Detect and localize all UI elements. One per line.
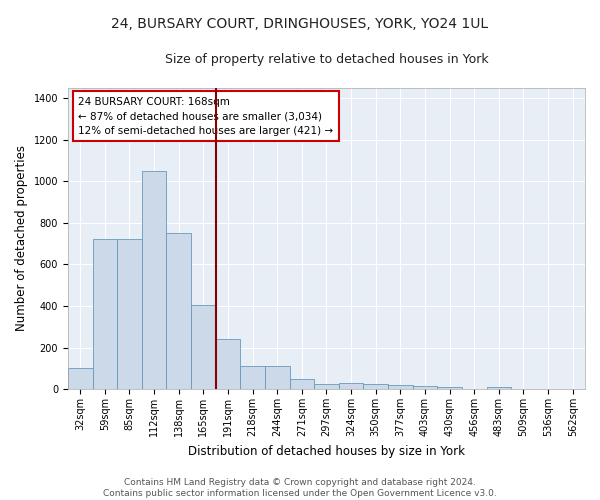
Bar <box>339 383 364 389</box>
Bar <box>215 339 240 389</box>
Bar <box>314 384 339 389</box>
Bar <box>413 386 437 389</box>
Bar <box>487 387 511 389</box>
Bar <box>142 170 166 389</box>
Bar <box>191 305 215 389</box>
Text: Contains HM Land Registry data © Crown copyright and database right 2024.
Contai: Contains HM Land Registry data © Crown c… <box>103 478 497 498</box>
Bar <box>265 366 290 389</box>
Title: Size of property relative to detached houses in York: Size of property relative to detached ho… <box>164 52 488 66</box>
Y-axis label: Number of detached properties: Number of detached properties <box>15 146 28 332</box>
Bar <box>240 366 265 389</box>
Bar <box>364 384 388 389</box>
Bar <box>92 240 117 389</box>
Text: 24, BURSARY COURT, DRINGHOUSES, YORK, YO24 1UL: 24, BURSARY COURT, DRINGHOUSES, YORK, YO… <box>112 18 488 32</box>
Text: 24 BURSARY COURT: 168sqm
← 87% of detached houses are smaller (3,034)
12% of sem: 24 BURSARY COURT: 168sqm ← 87% of detach… <box>78 96 334 136</box>
Bar <box>388 385 413 389</box>
Bar <box>437 387 462 389</box>
Bar <box>290 379 314 389</box>
Bar <box>68 368 92 389</box>
X-axis label: Distribution of detached houses by size in York: Distribution of detached houses by size … <box>188 444 465 458</box>
Bar <box>117 240 142 389</box>
Bar <box>166 233 191 389</box>
